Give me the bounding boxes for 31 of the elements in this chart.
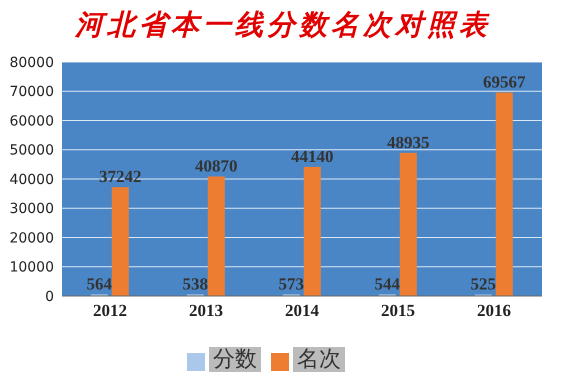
bar — [496, 92, 513, 296]
bar — [112, 187, 129, 296]
data-label: 538 — [182, 274, 208, 294]
y-tick-label: 70000 — [9, 84, 54, 100]
y-tick-label: 60000 — [9, 113, 54, 130]
chart-title: 河北省本一线分数名次对照表 — [74, 7, 492, 43]
x-tick-label: 2012 — [93, 301, 127, 320]
data-label: 544 — [374, 274, 401, 294]
x-tick-label: 2014 — [285, 301, 320, 320]
y-tick-label: 0 — [45, 288, 54, 305]
data-label: 69567 — [483, 72, 526, 92]
data-label: 573 — [278, 274, 304, 294]
y-tick-label: 20000 — [9, 230, 54, 246]
y-tick-label: 50000 — [9, 142, 54, 159]
y-tick-label: 30000 — [9, 201, 54, 218]
bar — [400, 152, 417, 296]
x-tick-label: 2013 — [189, 301, 223, 320]
data-label: 40870 — [195, 156, 238, 176]
legend-label: 名次 — [293, 347, 345, 372]
x-tick-label: 2015 — [381, 301, 415, 320]
y-tick-label: 80000 — [9, 54, 54, 71]
data-label: 48935 — [387, 132, 430, 152]
bar — [304, 166, 321, 296]
x-tick-label: 2016 — [477, 301, 511, 320]
data-label: 525 — [470, 274, 496, 294]
bar — [208, 176, 225, 296]
legend-label: 分数 — [209, 347, 261, 372]
y-tick-label: 40000 — [9, 172, 54, 188]
data-label: 564 — [86, 274, 113, 294]
y-tick-label: 10000 — [9, 260, 54, 276]
data-label: 44140 — [291, 146, 334, 166]
